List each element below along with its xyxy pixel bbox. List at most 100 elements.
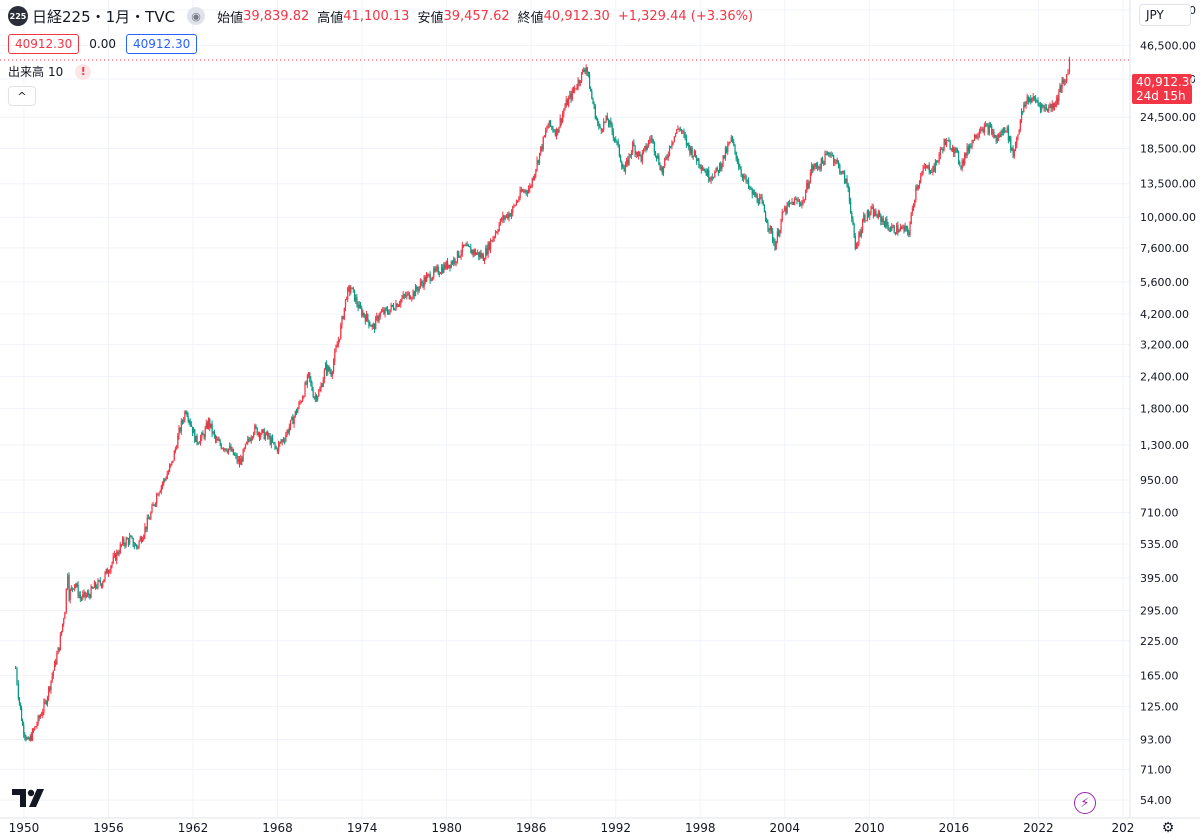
symbol-logo-icon[interactable]: 225 — [8, 6, 28, 26]
candle-body — [627, 159, 629, 165]
y-tick-label: 295.00 — [1140, 605, 1179, 618]
candle-body — [912, 205, 915, 209]
candle-body — [531, 178, 533, 186]
ask-value[interactable]: 40912.30 — [125, 34, 198, 54]
candle-body — [50, 680, 52, 690]
candle-body — [703, 168, 705, 171]
y-tick-label: 13,500.00 — [1140, 178, 1196, 191]
y-tick-label: 125.00 — [1140, 700, 1179, 713]
collapse-legend-button[interactable]: ^ — [8, 86, 36, 106]
candle-body — [967, 146, 970, 152]
candle-body — [755, 194, 757, 197]
candle-body — [965, 153, 967, 156]
candle-body — [715, 167, 717, 173]
candle-body — [678, 128, 680, 130]
x-tick-label: 1998 — [685, 821, 716, 835]
candle-body — [184, 411, 186, 421]
candle-body — [79, 594, 82, 599]
candle-body — [1041, 104, 1043, 110]
candle-body — [861, 221, 864, 231]
candle-body — [855, 244, 858, 249]
lightning-icon[interactable]: ⚡ — [1074, 792, 1096, 814]
candle-body — [350, 288, 352, 293]
candle-body — [805, 192, 807, 200]
candle-body — [89, 595, 91, 598]
candle-body — [704, 170, 706, 172]
candle-body — [937, 161, 939, 163]
candle-body — [578, 80, 580, 84]
currency-button[interactable]: JPY — [1139, 4, 1191, 26]
tradingview-logo[interactable] — [10, 785, 46, 811]
candle-body — [14, 668, 17, 670]
candle-body — [432, 277, 434, 280]
candle-body — [740, 169, 742, 175]
candle-body — [986, 124, 988, 126]
symbol-title[interactable]: 日経225・1月・TVC — [32, 7, 176, 26]
candle-body — [1051, 103, 1053, 109]
candle-body — [835, 160, 837, 163]
volume-label[interactable]: 出来高 — [8, 65, 45, 79]
candle-body — [289, 420, 292, 428]
candle-body — [477, 252, 479, 254]
candle-body — [56, 654, 58, 665]
x-tick-label: 2022 — [1023, 821, 1054, 835]
candle-body — [858, 232, 860, 245]
candle-body — [914, 199, 916, 206]
candle-body — [892, 225, 894, 227]
candle-body — [614, 137, 616, 140]
candle-body — [357, 304, 359, 309]
candle-body — [109, 571, 111, 573]
candle-body — [803, 199, 806, 201]
candle-body — [568, 97, 570, 106]
chart-grid — [0, 0, 1130, 818]
candle-body — [98, 580, 100, 582]
candle-body — [48, 687, 50, 698]
candle-body — [152, 504, 154, 506]
candle-body — [216, 439, 218, 441]
candle-body — [33, 729, 35, 731]
candle-body — [134, 544, 137, 547]
candle-body — [480, 253, 482, 258]
candle-body — [820, 158, 822, 170]
candle-body — [162, 483, 164, 486]
candle-body — [391, 304, 393, 307]
candle-body — [670, 146, 672, 147]
candle-body — [654, 152, 657, 156]
candle-body — [261, 429, 263, 435]
candle-body — [705, 170, 707, 176]
candle-body — [185, 411, 187, 413]
candle-body — [920, 176, 922, 183]
candle-body — [312, 390, 314, 397]
candle-body — [1024, 104, 1026, 106]
candle-body — [256, 427, 258, 435]
candle-body — [659, 164, 661, 170]
candle-body — [401, 297, 403, 300]
candle-body — [874, 210, 876, 217]
candle-body — [67, 575, 69, 589]
gear-icon[interactable]: ⚙ — [1161, 820, 1175, 836]
candle-body — [624, 163, 627, 172]
candle-body — [831, 154, 834, 156]
candle-body — [749, 187, 751, 189]
candle-body — [599, 126, 601, 128]
time-axis[interactable]: 1950 1956 1962 1968 1974 1980 1986 1992 1998 2004… — [9, 821, 1135, 835]
candle-body — [632, 142, 634, 153]
price-axis[interactable]: 64,000.0046,500.0034,500.0024,500.0018,5… — [1140, 4, 1196, 807]
bid-value[interactable]: 40912.30 — [8, 34, 80, 54]
candle-body — [535, 169, 537, 175]
candle-body — [394, 309, 396, 311]
candle-body — [583, 69, 585, 72]
candle-body — [925, 166, 927, 169]
candle-body — [386, 309, 389, 313]
candle-body — [133, 545, 136, 547]
candle-body — [991, 126, 993, 134]
candle-body — [1058, 91, 1060, 102]
warning-icon[interactable]: ! — [75, 63, 92, 80]
candle-body — [767, 223, 769, 228]
candle-body — [146, 517, 148, 529]
candle-body — [103, 579, 105, 583]
candle-body — [235, 455, 237, 456]
eye-icon[interactable]: ◉ — [187, 7, 206, 25]
candle-body — [977, 135, 979, 137]
